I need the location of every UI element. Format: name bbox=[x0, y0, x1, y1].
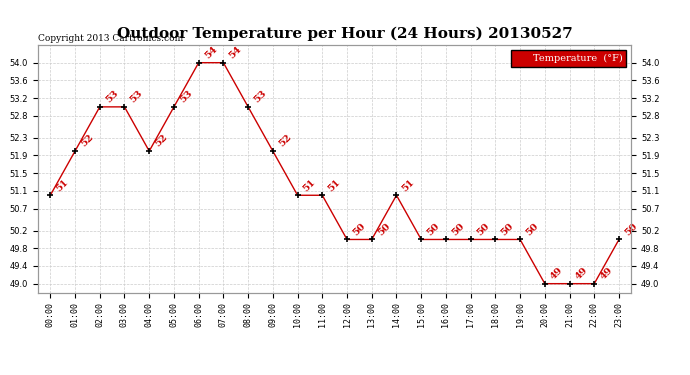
Text: 49: 49 bbox=[598, 266, 614, 282]
Text: 51: 51 bbox=[302, 177, 317, 193]
Text: 51: 51 bbox=[326, 177, 342, 193]
Text: 52: 52 bbox=[277, 133, 293, 149]
Text: 49: 49 bbox=[549, 266, 565, 282]
Text: 50: 50 bbox=[524, 221, 540, 237]
Text: Copyright 2013 Cartronics.com: Copyright 2013 Cartronics.com bbox=[38, 34, 184, 43]
Text: 54: 54 bbox=[203, 45, 219, 60]
Text: 53: 53 bbox=[178, 89, 194, 105]
Text: 52: 52 bbox=[79, 133, 95, 149]
Text: 51: 51 bbox=[401, 177, 417, 193]
Text: 54: 54 bbox=[228, 45, 244, 60]
Text: 53: 53 bbox=[253, 89, 268, 105]
Legend: Temperature  (°F): Temperature (°F) bbox=[511, 50, 627, 67]
Text: 50: 50 bbox=[425, 221, 442, 237]
Text: 50: 50 bbox=[450, 221, 466, 237]
Text: 53: 53 bbox=[104, 89, 120, 105]
Text: 52: 52 bbox=[153, 133, 169, 149]
Text: 50: 50 bbox=[623, 221, 639, 237]
Text: 49: 49 bbox=[573, 266, 590, 282]
Text: 50: 50 bbox=[376, 221, 392, 237]
Text: Outdoor Temperature per Hour (24 Hours) 20130527: Outdoor Temperature per Hour (24 Hours) … bbox=[117, 26, 573, 40]
Text: 51: 51 bbox=[55, 177, 70, 193]
Text: 50: 50 bbox=[500, 221, 515, 237]
Text: 50: 50 bbox=[351, 221, 367, 237]
Text: 50: 50 bbox=[475, 221, 491, 237]
Text: 53: 53 bbox=[128, 89, 145, 105]
